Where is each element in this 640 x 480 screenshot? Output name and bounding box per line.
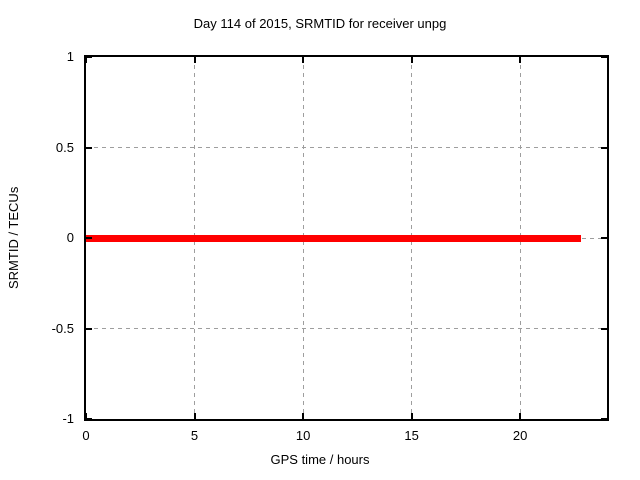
y-tick-mark-right xyxy=(601,146,607,149)
y-tick-mark-right xyxy=(601,418,607,420)
x-tick-mark xyxy=(302,413,305,419)
x-tick-label: 15 xyxy=(404,428,419,443)
y-tick-label: 0 xyxy=(66,230,74,245)
x-tick-mark-top xyxy=(519,57,522,63)
y-tick-mark xyxy=(86,56,92,58)
x-tick-mark-top xyxy=(193,57,196,63)
y-tick-label: -1 xyxy=(62,411,74,426)
y-tick-mark-right xyxy=(601,237,607,239)
x-tick-label: 20 xyxy=(512,428,528,443)
horizontal-gridline xyxy=(86,147,607,148)
x-tick-mark-top xyxy=(302,57,305,63)
chart-title: Day 114 of 2015, SRMTID for receiver unp… xyxy=(193,16,447,31)
y-tick-mark xyxy=(86,418,92,420)
x-tick-mark xyxy=(193,413,196,419)
x-tick-mark xyxy=(519,413,522,419)
x-tick-mark-top xyxy=(410,57,413,63)
y-tick-label: -0.5 xyxy=(51,320,74,336)
x-tick-label: 10 xyxy=(295,428,311,443)
data-series-line xyxy=(86,234,581,242)
x-tick-label: 0 xyxy=(82,428,90,443)
x-axis-label: GPS time / hours xyxy=(270,452,370,467)
y-tick-mark-right xyxy=(601,56,607,58)
x-tick-label: 5 xyxy=(190,428,199,443)
x-tick-mark xyxy=(410,413,413,419)
x-tick-mark xyxy=(85,413,87,419)
y-tick-label: 1 xyxy=(66,49,74,64)
y-tick-mark-right xyxy=(601,327,607,330)
x-tick-mark-top xyxy=(85,57,87,63)
y-tick-mark xyxy=(86,237,92,239)
y-tick-mark xyxy=(86,327,92,330)
y-tick-mark xyxy=(86,146,92,149)
plot-area xyxy=(84,55,609,421)
horizontal-gridline xyxy=(86,328,607,329)
y-tick-label: 0.5 xyxy=(55,139,74,155)
